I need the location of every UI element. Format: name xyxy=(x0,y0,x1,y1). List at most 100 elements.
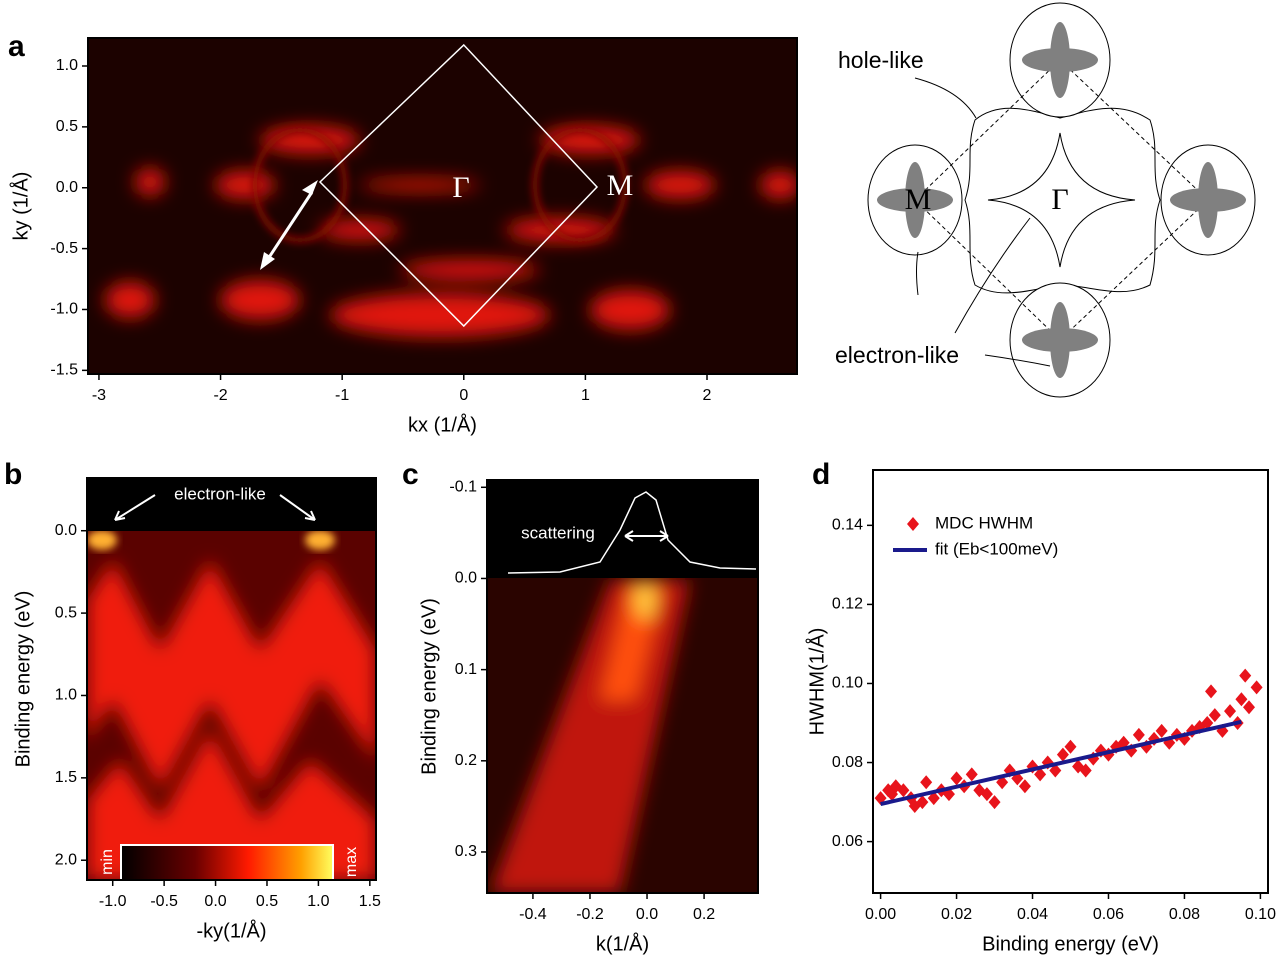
data-point xyxy=(1243,700,1256,715)
data-point xyxy=(1018,779,1031,794)
schematic-label: electron-like xyxy=(835,342,959,368)
schematic-label: Γ xyxy=(1051,183,1068,216)
data-point xyxy=(897,783,910,798)
y-axis-label: Binding energy (eV) xyxy=(12,591,34,768)
dispersion-map xyxy=(487,480,758,893)
x-tick-label: -1.0 xyxy=(99,893,127,910)
y-tick-label: 0.5 xyxy=(55,604,77,621)
panel-label: d xyxy=(812,458,830,491)
data-point xyxy=(1132,727,1145,742)
y-tick-label: -1.0 xyxy=(50,301,78,318)
x-axis-label: Binding energy (eV) xyxy=(982,933,1159,955)
x-tick-label: -2 xyxy=(213,387,227,404)
data-point xyxy=(1250,680,1263,695)
x-tick-label: 0.04 xyxy=(1017,906,1048,923)
data-point xyxy=(1201,716,1214,731)
x-axis-label: kx (1/Å) xyxy=(408,413,477,436)
fit-line xyxy=(880,719,1242,807)
panel-label: c xyxy=(402,458,419,491)
y-tick-label: 1.0 xyxy=(55,687,77,704)
band-map xyxy=(87,478,376,880)
x-tick-label: 0.00 xyxy=(865,906,896,923)
annotation: electron-like xyxy=(174,484,266,503)
plot-frame xyxy=(86,477,377,881)
data-point xyxy=(1224,704,1237,719)
x-tick-label: 0.06 xyxy=(1093,906,1124,923)
data-point xyxy=(1208,708,1221,723)
data-point xyxy=(1239,668,1252,683)
x-tick-label: 0 xyxy=(459,387,468,404)
data-point xyxy=(988,795,1001,810)
colorbar-label: min xyxy=(99,849,116,875)
schematic xyxy=(867,2,1256,398)
data-point xyxy=(1056,747,1069,762)
fermi-map xyxy=(88,38,797,374)
y-tick-label: 0.0 xyxy=(55,522,77,539)
x-tick-label: 0.2 xyxy=(693,906,715,923)
y-tick-label: 0.1 xyxy=(455,661,477,678)
colorbar-label: max xyxy=(343,847,360,877)
x-tick-label: 0.10 xyxy=(1245,906,1276,923)
x-tick-label: 1.0 xyxy=(307,893,329,910)
y-tick-label: 0.14 xyxy=(832,517,863,534)
y-tick-label: 0.06 xyxy=(832,833,863,850)
x-tick-label: 0.0 xyxy=(204,893,226,910)
y-tick-label: 0.5 xyxy=(56,118,78,135)
data-point xyxy=(1155,723,1168,738)
data-point xyxy=(1034,767,1047,782)
data-point xyxy=(920,775,933,790)
y-tick-label: 0.08 xyxy=(832,754,863,771)
schematic-label: hole-like xyxy=(838,47,924,73)
panel-label: a xyxy=(8,30,25,63)
data-point xyxy=(965,767,978,782)
data-point xyxy=(1064,739,1077,754)
annotation: M xyxy=(607,169,634,202)
legend-label: fit (Eb<100meV) xyxy=(935,539,1058,558)
y-tick-label: -0.1 xyxy=(449,479,477,496)
y-tick-label: 0.0 xyxy=(455,570,477,587)
data-point xyxy=(1205,684,1218,699)
annotation: scattering xyxy=(521,523,595,542)
x-tick-label: -0.5 xyxy=(150,893,178,910)
data-point xyxy=(980,787,993,802)
data-point xyxy=(1079,763,1092,778)
y-tick-label: 0.10 xyxy=(832,675,863,692)
schematic-label: M xyxy=(905,183,932,216)
plot-frame xyxy=(87,37,798,375)
data-point xyxy=(1235,692,1248,707)
x-axis-label: -ky(1/Å) xyxy=(197,919,267,942)
y-tick-label: 0.0 xyxy=(56,179,78,196)
x-tick-label: -1 xyxy=(335,387,349,404)
x-tick-label: 1 xyxy=(581,387,590,404)
x-tick-label: 1.5 xyxy=(359,893,381,910)
x-tick-label: 0.02 xyxy=(941,906,972,923)
y-axis-label: HWHM(1/Å) xyxy=(805,628,828,736)
x-axis-label: k(1/Å) xyxy=(596,932,649,955)
data-point xyxy=(916,795,929,810)
y-axis-label: Binding energy (eV) xyxy=(418,598,440,775)
y-axis-label: ky (1/Å) xyxy=(9,172,32,241)
x-tick-label: 0.5 xyxy=(256,893,278,910)
y-tick-label: 0.3 xyxy=(455,843,477,860)
x-tick-label: 0.08 xyxy=(1169,906,1200,923)
x-tick-label: -0.2 xyxy=(576,906,604,923)
y-tick-label: 1.0 xyxy=(56,57,78,74)
annotation: Γ xyxy=(452,171,469,204)
x-tick-label: 0.0 xyxy=(636,906,658,923)
plot-frame xyxy=(486,479,759,894)
y-tick-label: 1.5 xyxy=(55,769,77,786)
x-tick-label: -3 xyxy=(92,387,106,404)
plot-frame xyxy=(872,469,1269,894)
y-tick-label: -0.5 xyxy=(50,240,78,257)
legend-label: MDC HWHM xyxy=(935,513,1033,532)
y-tick-label: -1.5 xyxy=(50,362,78,379)
panel-label: b xyxy=(4,458,22,491)
x-tick-label: 2 xyxy=(703,387,712,404)
x-tick-label: -0.4 xyxy=(519,906,547,923)
legend-swatch xyxy=(907,517,919,531)
y-tick-label: 0.12 xyxy=(832,596,863,613)
data-point xyxy=(950,771,963,786)
y-tick-label: 0.2 xyxy=(455,752,477,769)
y-tick-label: 2.0 xyxy=(55,851,77,868)
